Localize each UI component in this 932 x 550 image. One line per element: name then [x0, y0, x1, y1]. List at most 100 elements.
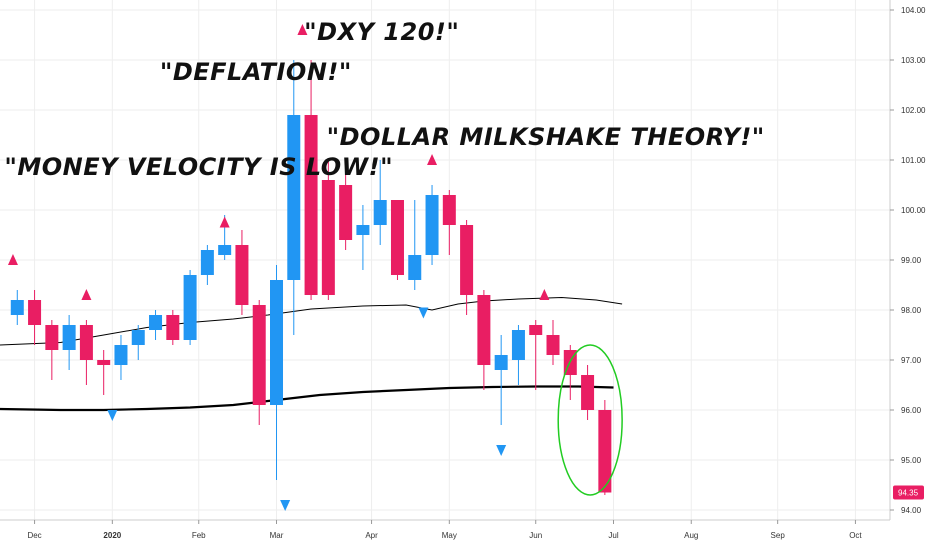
annotation-text: "DOLLAR MILKSHAKE THEORY!": [327, 123, 765, 151]
candle-body: [97, 360, 111, 365]
price-tick-label: 102.00: [901, 106, 926, 115]
time-tick-label: Apr: [365, 531, 378, 540]
candle[interactable]: [339, 165, 353, 250]
candle[interactable]: [321, 160, 335, 300]
candle-body: [494, 355, 508, 370]
up-arrow-marker: [539, 289, 550, 300]
candle-body: [598, 410, 612, 493]
candle-body: [511, 330, 525, 360]
candle[interactable]: [460, 220, 474, 315]
annotation-text: "DXY 120!": [304, 18, 459, 46]
candle[interactable]: [442, 190, 456, 255]
candle-body: [304, 115, 318, 295]
candle[interactable]: [598, 400, 612, 495]
candle-body: [28, 300, 42, 325]
candle[interactable]: [166, 310, 180, 345]
price-tick-label: 103.00: [901, 56, 926, 65]
candle[interactable]: [287, 60, 301, 335]
candle[interactable]: [390, 200, 404, 280]
candle-body: [546, 335, 560, 355]
candle-body: [252, 305, 266, 405]
candle[interactable]: [131, 325, 145, 360]
time-tick-label: Dec: [27, 531, 41, 540]
candle[interactable]: [114, 335, 128, 380]
candle-body: [390, 200, 404, 275]
candle-body: [235, 245, 249, 305]
candle-body: [339, 185, 353, 240]
candle-body: [200, 250, 214, 275]
candle[interactable]: [10, 290, 24, 325]
candle-body: [183, 275, 197, 340]
candle[interactable]: [408, 200, 422, 290]
candle-body: [10, 300, 24, 315]
candle-body: [425, 195, 439, 255]
candle-body: [356, 225, 370, 235]
candle[interactable]: [183, 270, 197, 345]
candle-body: [166, 315, 180, 340]
candle-body: [131, 330, 145, 345]
highlight-circle: [557, 344, 623, 496]
time-axis[interactable]: Dec 2020 Feb Mar Apr May Jun Jul Aug Sep Oct: [0, 519, 890, 540]
candle[interactable]: [28, 290, 42, 345]
signal-markers: [7, 24, 550, 511]
up-arrow-marker: [297, 24, 308, 35]
candle-body: [442, 195, 456, 225]
up-arrow-marker: [7, 254, 18, 265]
candle[interactable]: [529, 320, 543, 390]
down-arrow-marker: [496, 445, 507, 456]
candle[interactable]: [477, 290, 491, 390]
candle-body: [321, 180, 335, 295]
candle-body: [460, 225, 474, 295]
candle-body: [477, 295, 491, 365]
price-tick-label: 99.00: [901, 256, 922, 265]
annotations: "MONEY VELOCITY IS LOW!" "DEFLATION!" "DXY…: [4, 18, 764, 181]
candle[interactable]: [356, 205, 370, 270]
candle[interactable]: [494, 335, 508, 425]
candle[interactable]: [149, 310, 163, 340]
candle[interactable]: [97, 350, 111, 395]
candle-body: [287, 115, 301, 280]
candle[interactable]: [425, 185, 439, 265]
highlight-ellipse: [557, 344, 623, 496]
time-tick-label: Jul: [608, 531, 618, 540]
candle[interactable]: [235, 230, 249, 315]
candle[interactable]: [581, 365, 595, 420]
price-axis[interactable]: 104.00 103.00 102.00 101.00 100.00 99.00 98.00…: [889, 0, 926, 520]
up-arrow-marker: [81, 289, 92, 300]
time-tick-label: Jun: [529, 531, 542, 540]
annotation-text: "DEFLATION!": [160, 58, 352, 86]
candle-body: [581, 375, 595, 410]
price-tick-label: 97.00: [901, 356, 922, 365]
candle-body: [62, 325, 76, 350]
candle-body: [45, 325, 59, 350]
candle[interactable]: [45, 320, 59, 380]
price-tick-label: 95.00: [901, 456, 922, 465]
up-arrow-marker: [219, 216, 230, 228]
candle[interactable]: [373, 160, 387, 245]
candle[interactable]: [511, 325, 525, 385]
last-price-label: 94.35: [898, 489, 919, 498]
price-tick-label: 94.00: [901, 506, 922, 515]
candle[interactable]: [79, 320, 93, 385]
candle[interactable]: [252, 300, 266, 425]
candle[interactable]: [200, 245, 214, 285]
up-arrow-marker: [427, 154, 438, 165]
candle[interactable]: [62, 315, 76, 370]
candle-body: [529, 325, 543, 335]
candle[interactable]: [270, 265, 284, 480]
time-tick-label: 2020: [103, 531, 121, 540]
candle-body: [373, 200, 387, 225]
down-arrow-marker: [418, 307, 429, 319]
candle-body: [114, 345, 128, 365]
annotation-text: "MONEY VELOCITY IS LOW!": [4, 153, 393, 181]
candles: [10, 60, 612, 495]
candle[interactable]: [546, 320, 560, 365]
candle-body: [270, 280, 284, 405]
down-arrow-marker: [280, 500, 291, 511]
candle-body: [79, 325, 93, 360]
time-tick-label: Sep: [771, 531, 786, 540]
candle[interactable]: [304, 60, 318, 300]
time-tick-label: Oct: [849, 531, 862, 540]
time-tick-label: Feb: [192, 531, 206, 540]
